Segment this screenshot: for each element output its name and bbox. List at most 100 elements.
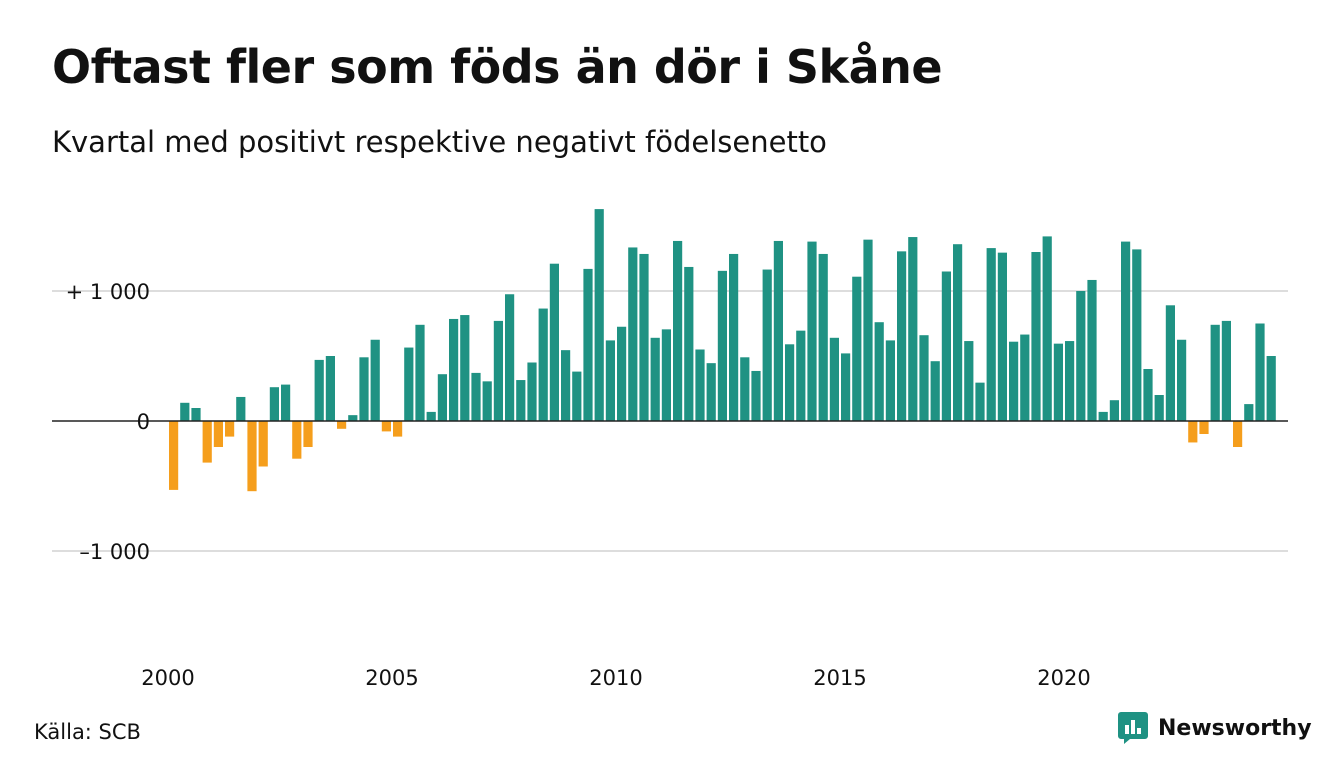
bar (527, 362, 537, 421)
y-tick-label: + 1 000 (66, 280, 150, 304)
bar (437, 374, 447, 421)
bar (236, 396, 246, 421)
bar (841, 353, 851, 421)
bar (1210, 324, 1220, 421)
bar (583, 268, 593, 421)
bar (1009, 341, 1019, 421)
bar (549, 263, 559, 421)
bar (393, 421, 403, 437)
bar (684, 266, 694, 421)
bar (751, 370, 761, 421)
bar (673, 240, 683, 421)
bar (180, 402, 190, 421)
bar (863, 239, 873, 421)
brand-logo: Newsworthy (1118, 712, 1312, 744)
bar (874, 322, 884, 421)
bar (661, 329, 671, 421)
bar (997, 252, 1007, 421)
bar (482, 381, 492, 421)
bar (829, 337, 839, 421)
bar (269, 387, 279, 421)
bar (773, 240, 783, 421)
bar (1053, 343, 1063, 421)
bar (1233, 421, 1243, 447)
bar (225, 421, 235, 437)
bar (605, 340, 615, 421)
bar (762, 269, 772, 421)
bar (628, 247, 638, 421)
bar (953, 244, 963, 421)
bar (930, 361, 940, 421)
bar (303, 421, 313, 447)
bar (1143, 369, 1153, 421)
bar (505, 294, 515, 421)
bar (908, 237, 918, 421)
bar (247, 421, 257, 492)
bar (1132, 249, 1142, 421)
bar (1098, 411, 1108, 421)
bar (1154, 395, 1164, 421)
bar (1042, 236, 1052, 421)
bar (796, 330, 806, 421)
bar (314, 359, 324, 421)
bar (852, 276, 862, 421)
bar (292, 421, 302, 459)
bar (213, 421, 223, 447)
bar (337, 421, 347, 429)
bar (1076, 291, 1086, 421)
bars (169, 209, 1276, 492)
bar (202, 421, 212, 463)
bar (370, 339, 380, 421)
bar (1188, 421, 1198, 443)
y-tick-label: –1 000 (79, 540, 150, 564)
bar (617, 326, 627, 421)
bar (785, 344, 795, 421)
x-tick-label: 2010 (589, 666, 642, 690)
bar (897, 251, 907, 421)
bar (258, 421, 268, 467)
x-tick-label: 2015 (813, 666, 866, 690)
x-tick-label: 2005 (365, 666, 418, 690)
bar (650, 337, 660, 421)
bar (1121, 241, 1131, 421)
bar (639, 253, 649, 421)
bar (572, 371, 582, 421)
x-tick-label: 2020 (1037, 666, 1090, 690)
bar (818, 253, 828, 421)
chart-title: Oftast fler som föds än dör i Skåne (52, 40, 943, 94)
brand-name: Newsworthy (1158, 715, 1312, 741)
y-tick-label: 0 (137, 410, 150, 434)
source-note: Källa: SCB (34, 720, 141, 744)
bar (964, 341, 974, 421)
bar (1165, 305, 1175, 421)
bar (807, 241, 817, 421)
bar (348, 415, 358, 421)
bar (975, 382, 985, 421)
x-tick-label: 2000 (141, 666, 194, 690)
bar (740, 357, 750, 421)
bar (381, 421, 391, 432)
chart-subtitle: Kvartal med positivt respektive negativt… (52, 125, 827, 159)
bar (460, 315, 470, 421)
bar (706, 363, 716, 421)
bar (1031, 252, 1041, 421)
bar (359, 357, 369, 421)
bar (1255, 323, 1265, 421)
bar (885, 340, 895, 421)
bar (986, 248, 996, 421)
bar (1199, 421, 1209, 434)
bar (415, 324, 425, 421)
bar (1266, 356, 1276, 421)
bar (594, 209, 604, 421)
bar (695, 349, 705, 421)
bar (281, 384, 291, 421)
bar (538, 308, 548, 421)
bar (404, 347, 414, 421)
bar (941, 271, 951, 421)
bar (717, 270, 727, 421)
newsworthy-logo-icon (1118, 712, 1148, 744)
bar (493, 320, 503, 421)
bar (449, 318, 459, 421)
bar (729, 253, 739, 421)
